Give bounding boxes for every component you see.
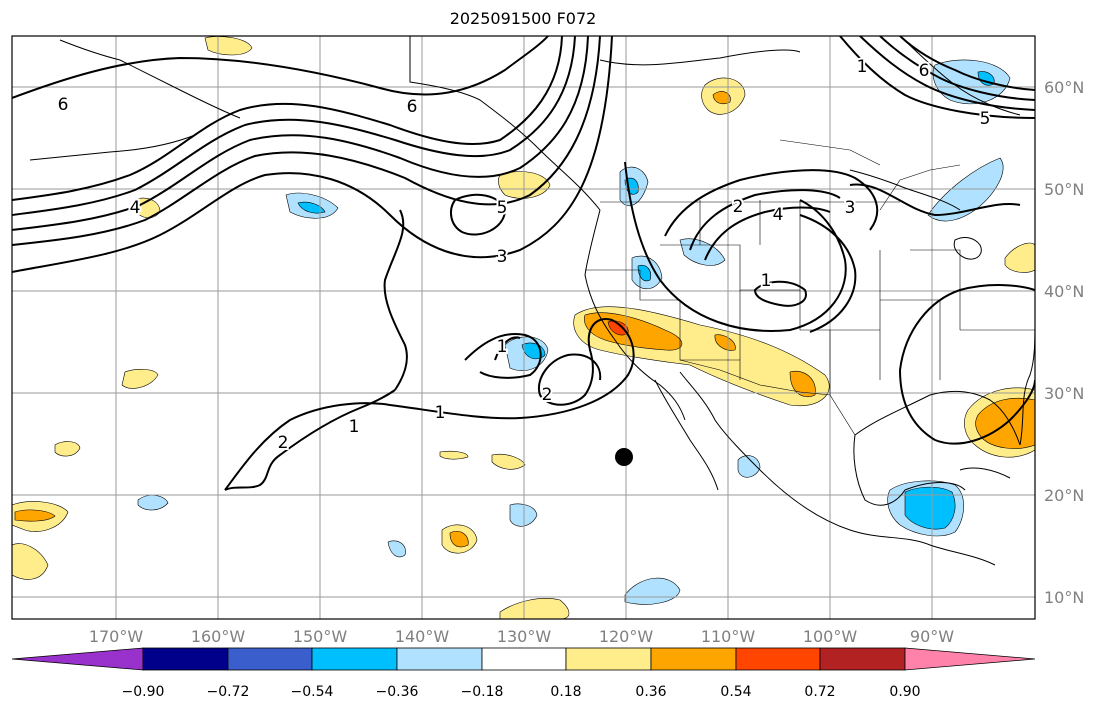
coastlines: [29, 36, 1035, 566]
baja-california: [654, 379, 719, 491]
colorbar-bin: [735, 647, 821, 671]
longitude-label: 120°W: [598, 627, 654, 646]
contour-label: 5: [980, 109, 991, 129]
contour-label: 6: [58, 95, 69, 115]
latitude-label: 20°N: [1044, 486, 1085, 505]
contour-label: 2: [542, 385, 553, 405]
great-lakes: [953, 237, 982, 260]
fill-positive: [12, 543, 49, 580]
colorbar-bin: [819, 647, 906, 671]
latitude-label: 60°N: [1044, 78, 1085, 97]
latitude-label: 40°N: [1044, 282, 1085, 301]
latitude-label: 50°N: [1044, 180, 1085, 199]
contour-lines: [12, 36, 1035, 491]
fill-positive-strong: [789, 370, 816, 398]
contour-label: 3: [497, 247, 508, 267]
fill-positive: [54, 441, 81, 457]
arctic-coast: [599, 49, 801, 66]
aleutians: [59, 39, 241, 119]
fill-positive: [491, 453, 526, 470]
fill-negative: [624, 577, 681, 605]
fill-negative: [387, 540, 406, 558]
colorbar-tick-label: −0.90: [121, 684, 165, 700]
colorbar-bin: [142, 647, 229, 671]
fill-negative: [679, 238, 726, 266]
contour-label: 2: [278, 433, 289, 453]
north-america-west-coast: [584, 209, 686, 421]
contour-label: 4: [130, 198, 141, 218]
contour-label: 4: [773, 205, 784, 225]
colorbar-bin: [650, 647, 737, 671]
contour-label-group: 6 6 5 4 3 1 2 1 1 2 3 2 1 1 6 5 4: [56, 55, 993, 455]
colorbar-tick-label: −0.54: [290, 684, 334, 700]
graticule: [12, 36, 1035, 619]
colorbar-bin: [311, 647, 398, 671]
colorbar-bin: [481, 647, 567, 671]
contour-label: 6: [407, 97, 418, 117]
fill-negative: [137, 495, 169, 511]
us-gulf-coast: [854, 390, 1021, 446]
longitude-label: 100°W: [802, 627, 858, 646]
colorbar-bin: [396, 647, 483, 671]
fill-positive-strong: [14, 509, 56, 522]
fill-positive: [121, 369, 159, 389]
contour-label: 2: [733, 197, 744, 217]
longitude-label: 130°W: [496, 627, 552, 646]
fill-positive: [1004, 242, 1035, 273]
contour-label: 1: [857, 57, 868, 77]
contour-label: 1: [349, 417, 360, 437]
contour-label: 3: [845, 198, 856, 218]
fill-negative-strong: [637, 265, 651, 282]
map-title: 2025091500 F072: [449, 9, 597, 28]
colorbar-max-extension: [904, 647, 1036, 671]
fill-negative-strong: [297, 201, 326, 214]
longitude-label: 90°W: [909, 627, 955, 646]
latitude-label: 10°N: [1044, 588, 1085, 607]
contour-label: 1: [497, 337, 508, 357]
anomaly-fills: [12, 36, 1035, 619]
longitude-label: 160°W: [190, 627, 246, 646]
fill-positive-strong: [449, 531, 469, 548]
mexico-coast: [759, 469, 996, 566]
contour-label: 6: [919, 61, 930, 81]
longitude-label: 150°W: [292, 627, 348, 646]
colorbar-tick-label: −0.72: [206, 684, 250, 700]
colorbar-bin: [565, 647, 652, 671]
fill-positive: [439, 450, 469, 460]
fill-positive-strong: [712, 91, 731, 105]
colorbar-min-extension: [11, 647, 144, 671]
colorbar-bin: [227, 647, 313, 671]
colorbar: [11, 647, 1036, 671]
colorbar-tick-label: 0.90: [889, 684, 921, 700]
fill-negative: [932, 59, 1011, 105]
contour-label: 5: [497, 198, 508, 218]
latitude-label: 30°N: [1044, 384, 1085, 403]
gulf-coast: [853, 434, 966, 506]
fill-positive-strong: [714, 334, 736, 351]
colorbar-tick-label: 0.18: [550, 684, 582, 700]
contour-label: 1: [435, 403, 446, 423]
cuba: [959, 467, 1011, 479]
fill-positive: [204, 36, 253, 56]
siberia-coast: [29, 134, 196, 161]
canada-coast: [849, 169, 961, 211]
colorbar-tick-label: −0.36: [375, 684, 419, 700]
colorbar-tick-label: 0.54: [720, 684, 752, 700]
alaska-coast: [409, 36, 601, 211]
gulf-california: [679, 371, 761, 471]
colorbar-tick-label: −0.18: [460, 684, 504, 700]
location-marker: [615, 448, 633, 466]
colorbar-tick-label: 0.72: [804, 684, 836, 700]
longitude-label: 140°W: [394, 627, 450, 646]
fill-positive: [499, 598, 570, 619]
longitude-label: 110°W: [700, 627, 756, 646]
contour-label: 1: [761, 271, 772, 291]
map-frame: [11, 35, 1036, 620]
colorbar-tick-label: 0.36: [635, 684, 667, 700]
longitude-label: 170°W: [88, 627, 144, 646]
fill-negative-strong: [904, 486, 956, 530]
